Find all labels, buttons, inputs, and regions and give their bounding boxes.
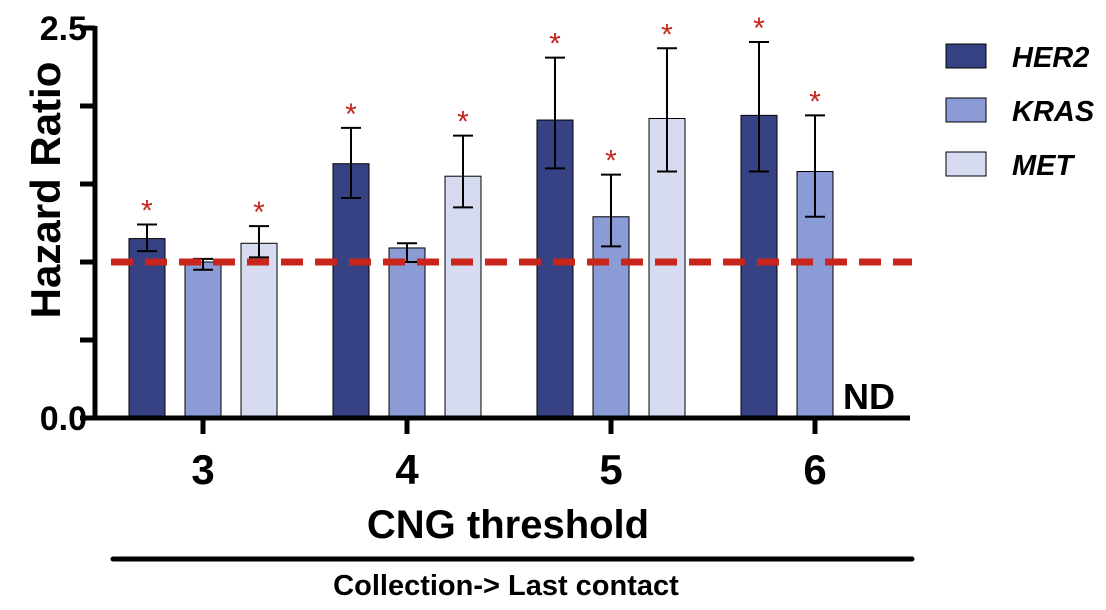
y-axis-title: Hazard Ratio — [22, 62, 69, 319]
legend-label-her2: HER2 — [1012, 42, 1089, 74]
significance-star-met-4: * — [457, 106, 469, 139]
x-tick-label-5: 5 — [599, 446, 622, 493]
x-tick-label-6: 6 — [803, 446, 826, 493]
legend-swatch-her2 — [945, 43, 987, 69]
legend: HER2 KRAS MET — [945, 42, 1095, 182]
x-tick-label-3: 3 — [191, 446, 214, 493]
significance-star-her2-3: * — [141, 195, 153, 228]
bar-her2-3 — [128, 238, 166, 419]
legend-swatch-kras — [945, 97, 987, 123]
significance-star-kras-5: * — [605, 145, 617, 178]
legend-swatch-met — [945, 151, 987, 177]
x-axis-title: CNG threshold — [367, 503, 649, 547]
bar-met-3 — [240, 242, 278, 419]
bar-her2-4 — [332, 163, 370, 419]
nd-label: ND — [843, 376, 895, 417]
significance-star-her2-6: * — [753, 12, 765, 45]
bar-kras-4 — [388, 247, 426, 419]
significance-star-her2-5: * — [549, 28, 561, 61]
axes-layer: 0.0 2.5 3 4 5 6 — [40, 10, 910, 493]
significance-star-met-5: * — [661, 18, 673, 51]
legend-label-kras: KRAS — [1012, 96, 1095, 128]
significance-star-met-3: * — [253, 196, 265, 229]
significance-star-her2-4: * — [345, 98, 357, 131]
significance-star-kras-6: * — [809, 85, 821, 118]
x-tick-label-4: 4 — [395, 446, 419, 493]
bars-layer: * * * * * * * * * — [128, 12, 834, 419]
bar-kras-3 — [184, 261, 222, 419]
bar-met-4 — [444, 175, 482, 419]
chart-subtitle: Collection-> Last contact — [333, 570, 679, 602]
legend-label-met: MET — [1012, 150, 1076, 182]
y-tick-label-0: 0.0 — [40, 400, 87, 438]
y-tick-label-5: 2.5 — [40, 10, 87, 48]
